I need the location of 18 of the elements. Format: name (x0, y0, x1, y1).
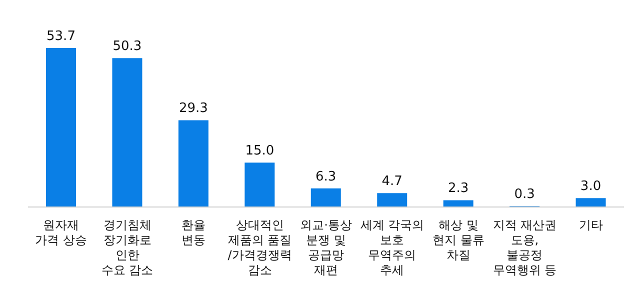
x-tick-label: 해상 및 현지 물류 차질 (432, 218, 484, 262)
data-label: 6.3 (316, 169, 336, 184)
x-tick-label: 상대적인 제품의 품질 /가격경쟁력 감소 (228, 218, 292, 277)
data-label: 15.0 (245, 144, 274, 159)
x-tick-label: 세계 각국의 보호 무역주의 추세 (360, 218, 424, 277)
data-label: 4.7 (382, 174, 402, 190)
x-tick-label: 외교·통상 분쟁 및 공급망 재편 (300, 218, 352, 277)
data-label: 53.7 (46, 29, 76, 44)
x-tick-label: 지적 재산권 도용, 불공정 무역행위 등 (492, 218, 557, 277)
data-label: 29.3 (178, 101, 208, 116)
data-label: 3.0 (580, 179, 602, 194)
x-tick-label: 환율 변동 (182, 218, 206, 247)
x-tick-label: 경기침체 장기화로 인한 수요 감소 (101, 218, 154, 277)
x-tick-label: 원자재 가격 상승 (35, 218, 88, 247)
data-label: 0.3 (514, 187, 535, 202)
data-label: 50.3 (112, 39, 142, 54)
data-label: 2.3 (448, 181, 469, 196)
x-tick-label: 기타 (578, 218, 603, 232)
